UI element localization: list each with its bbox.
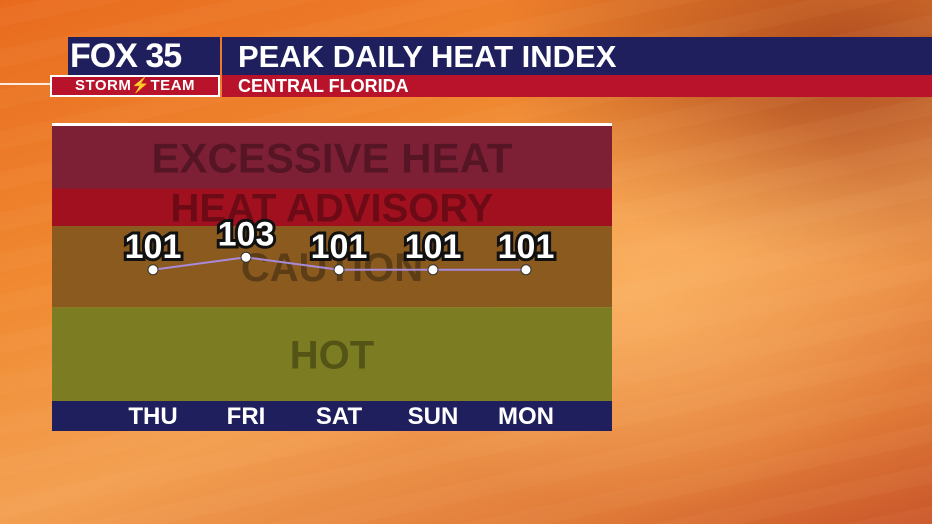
x-axis-bar	[52, 401, 612, 431]
page-subtitle: CENTRAL FLORIDA	[222, 75, 932, 97]
data-point-sun	[427, 264, 439, 276]
data-label-thu: 101	[125, 228, 182, 266]
chart-top-border	[52, 123, 612, 126]
band-2	[52, 188, 612, 226]
x-tick-sat: SAT	[316, 403, 363, 430]
x-tick-thu: THU	[128, 403, 177, 430]
heat-index-chart: EXCESSIVE HEAT HEAT ADVISORY CAUTION HOT 101…	[52, 123, 612, 431]
data-label-mon: 101	[498, 228, 555, 266]
decorative-rule	[0, 83, 50, 85]
data-label-sat: 101	[311, 228, 368, 266]
band-3	[52, 226, 612, 308]
data-label-sun: 101	[405, 228, 462, 266]
data-point-mon	[520, 264, 532, 276]
x-tick-mon: MON	[498, 403, 554, 430]
data-point-sat	[333, 264, 345, 276]
station-logo: FOX 35 STORM⚡TEAM	[50, 37, 220, 97]
logo-top: FOX 35	[68, 37, 220, 75]
x-tick-fri: FRI	[227, 403, 266, 430]
band-label-4: HOT	[290, 334, 374, 378]
logo-bottom: STORM⚡TEAM	[50, 75, 220, 97]
data-point-thu	[147, 264, 159, 276]
x-tick-sun: SUN	[408, 403, 459, 430]
band-label-2: HEAT ADVISORY	[171, 187, 494, 231]
band-label-1: EXCESSIVE HEAT	[152, 134, 513, 181]
band-1	[52, 126, 612, 189]
page-title: PEAK DAILY HEAT INDEX	[222, 37, 932, 75]
data-point-fri	[240, 251, 252, 263]
band-4	[52, 307, 612, 401]
data-label-fri: 103	[218, 215, 275, 253]
